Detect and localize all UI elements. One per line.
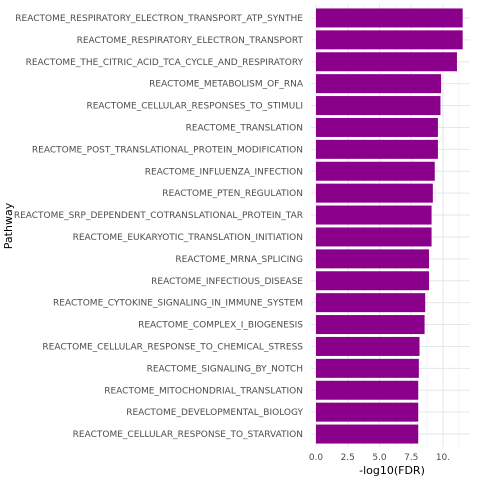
category-label: REACTOME_POST_TRANSLATIONAL_PROTEIN_MODI… (32, 145, 303, 155)
bar (316, 424, 419, 444)
category-label: REACTOME_SIGNALING_BY_NOTCH (147, 364, 303, 374)
bar (316, 74, 442, 94)
bar (316, 30, 463, 50)
bar (316, 52, 457, 72)
category-label: REACTOME_DEVELOPMENTAL_BIOLOGY (126, 408, 303, 418)
x-axis-title: -log10(FDR) (359, 464, 425, 477)
bar (316, 139, 438, 159)
bar (316, 183, 433, 203)
bar (316, 249, 430, 269)
bar (316, 293, 426, 313)
category-label: REACTOME_METABOLISM_OF_RNA (149, 80, 304, 90)
category-label: REACTOME_INFECTIOUS_DISEASE (151, 277, 303, 287)
bar (316, 161, 435, 181)
category-label: REACTOME_SRP_DEPENDENT_COTRANSLATIONAL_P… (14, 211, 303, 221)
category-label: REACTOME_RESPIRATORY_ELECTRON_TRANSPORT_… (15, 14, 303, 24)
bar (316, 271, 430, 291)
category-labels: REACTOME_RESPIRATORY_ELECTRON_TRANSPORT_… (14, 14, 304, 440)
category-label: REACTOME_INFLUENZA_INFECTION (145, 167, 303, 177)
bar (316, 96, 441, 116)
bar (316, 358, 419, 378)
category-label: REACTOME_THE_CITRIC_ACID_TCA_CYCLE_AND_R… (26, 58, 304, 68)
x-tick-label: 7.5 (404, 453, 418, 463)
x-tick-label: 2.5 (341, 453, 355, 463)
bar (316, 336, 420, 356)
y-axis-title: Pathway (2, 202, 15, 249)
category-label: REACTOME_RESPIRATORY_ELECTRON_TRANSPORT (77, 36, 304, 46)
x-tick-labels: 0.0 2.5 5.0 7.5 10. (309, 453, 450, 463)
bar (316, 380, 419, 400)
category-label: REACTOME_CELLULAR_RESPONSE_TO_STARVATION (73, 430, 303, 440)
bar (316, 315, 425, 335)
bars (316, 8, 463, 444)
bar (316, 402, 419, 422)
category-label: REACTOME_TRANSLATION (186, 123, 303, 133)
bar (316, 117, 438, 137)
category-label: REACTOME_EUKARYOTIC_TRANSLATION_INITIATI… (73, 233, 303, 243)
bar (316, 8, 463, 28)
category-label: REACTOME_COMPLEX_I_BIOGENESIS (138, 321, 303, 331)
category-label: REACTOME_CELLULAR_RESPONSES_TO_STIMULI (86, 102, 303, 112)
bar (316, 205, 432, 225)
category-label: REACTOME_CELLULAR_RESPONSE_TO_CHEMICAL_S… (42, 342, 303, 352)
category-label: REACTOME_MITOCHONDRIAL_TRANSLATION (104, 386, 303, 396)
x-tick-label: 10. (436, 453, 450, 463)
x-tick-label: 5.0 (372, 453, 387, 463)
category-label: REACTOME_CYTOKINE_SIGNALING_IN_IMMUNE_SY… (53, 299, 303, 309)
category-label: REACTOME_PTEN_REGULATION (162, 189, 303, 199)
bar (316, 227, 432, 247)
x-tick-label: 0.0 (309, 453, 324, 463)
category-label: REACTOME_MRNA_SPLICING (175, 255, 303, 265)
